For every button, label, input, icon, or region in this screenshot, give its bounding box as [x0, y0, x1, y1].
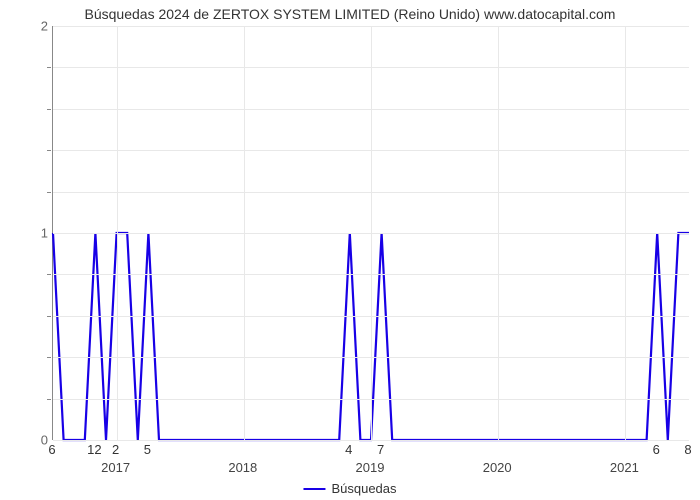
- ytick-minor-dash: [47, 357, 51, 358]
- legend-label: Búsquedas: [331, 481, 396, 496]
- xtick-year-label: 2020: [483, 460, 512, 475]
- ytick-minor-dash: [47, 316, 51, 317]
- ytick-label: 0: [41, 433, 48, 448]
- chart-container: Búsquedas 2024 de ZERTOX SYSTEM LIMITED …: [0, 0, 700, 500]
- xtick-year-label: 2017: [101, 460, 130, 475]
- ytick-minor-dash: [47, 150, 51, 151]
- ytick-minor-dash: [47, 274, 51, 275]
- data-point-label: 2: [112, 442, 119, 457]
- ytick-minor-dash: [47, 192, 51, 193]
- gridline-v: [625, 26, 626, 440]
- chart-title: Búsquedas 2024 de ZERTOX SYSTEM LIMITED …: [0, 0, 700, 22]
- data-point-label: 7: [377, 442, 384, 457]
- legend-swatch: [303, 488, 325, 490]
- data-point-label: 4: [345, 442, 352, 457]
- data-point-label: 12: [87, 442, 101, 457]
- ytick-label: 2: [41, 19, 48, 34]
- ytick-label: 1: [41, 226, 48, 241]
- gridline-v: [117, 26, 118, 440]
- ytick-minor-dash: [47, 109, 51, 110]
- xtick-year-label: 2019: [356, 460, 385, 475]
- ytick-minor-dash: [47, 399, 51, 400]
- plot-area: [52, 26, 689, 440]
- gridline-v: [371, 26, 372, 440]
- gridline-h: [53, 440, 689, 441]
- data-point-label: 8: [684, 442, 691, 457]
- gridline-v: [244, 26, 245, 440]
- data-point-label: 6: [48, 442, 55, 457]
- data-point-label: 6: [653, 442, 660, 457]
- data-point-label: 5: [144, 442, 151, 457]
- xtick-year-label: 2018: [228, 460, 257, 475]
- xtick-year-label: 2021: [610, 460, 639, 475]
- ytick-minor-dash: [47, 67, 51, 68]
- legend: Búsquedas: [303, 481, 396, 496]
- gridline-v: [498, 26, 499, 440]
